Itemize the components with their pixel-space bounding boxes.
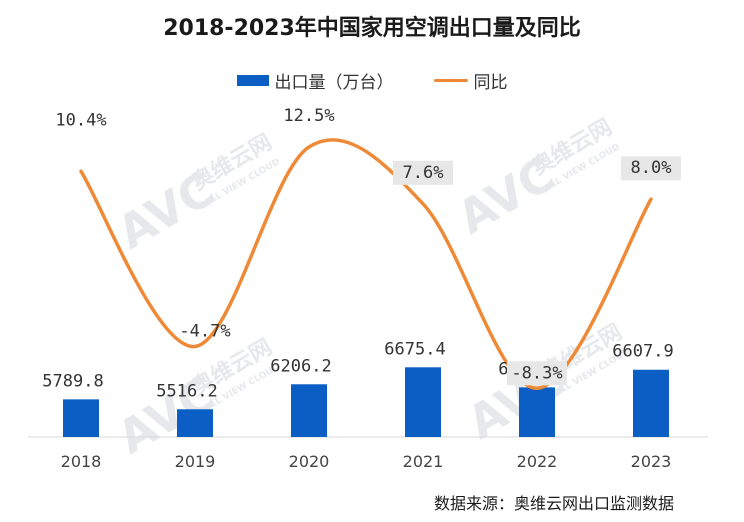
pct-label-2020: 12.5% bbox=[283, 106, 334, 126]
pct-label-2021: 7.6% bbox=[403, 163, 444, 183]
legend-item-export: 出口量（万台） bbox=[236, 68, 394, 93]
legend-item-yoy: 同比 bbox=[433, 68, 508, 93]
pct-label-2018: 10.4% bbox=[55, 110, 106, 130]
legend-swatch-bar bbox=[236, 75, 269, 86]
bar-label-2021: 6675.4 bbox=[384, 339, 445, 359]
bar-label-2018: 5789.8 bbox=[42, 371, 103, 391]
x-tick-2018: 2018 bbox=[61, 452, 102, 471]
bar-2018 bbox=[63, 399, 99, 437]
pct-label-box-2021 bbox=[393, 160, 453, 185]
bar-label-2023: 6607.9 bbox=[612, 342, 673, 362]
legend-label-yoy: 同比 bbox=[473, 73, 508, 93]
bar-label-2019: 5516.2 bbox=[156, 381, 217, 401]
legend: 出口量（万台） 同比 bbox=[0, 68, 744, 93]
legend-label-export: 出口量（万台） bbox=[274, 73, 394, 93]
bar-2022 bbox=[519, 387, 555, 437]
pct-label-box-2022 bbox=[507, 361, 567, 386]
source-note: 数据来源：奥维云网出口监测数据 bbox=[433, 494, 674, 513]
x-tick-2021: 2021 bbox=[403, 452, 444, 471]
bar-2023 bbox=[633, 369, 669, 437]
x-tick-2020: 2020 bbox=[289, 452, 330, 471]
legend-swatch-line bbox=[433, 79, 468, 82]
x-tick-2023: 2023 bbox=[631, 452, 672, 471]
pct-label-2019: -4.7% bbox=[179, 322, 230, 342]
bar-2020 bbox=[291, 384, 327, 437]
pct-label-2022: -8.3% bbox=[511, 363, 562, 383]
x-tick-2022: 2022 bbox=[517, 452, 558, 471]
pct-label-2023: 8.0% bbox=[631, 158, 672, 178]
x-tick-2019: 2019 bbox=[175, 452, 216, 471]
chart-title: 2018-2023年中国家用空调出口量及同比 bbox=[163, 16, 581, 41]
pct-label-box-2023 bbox=[621, 156, 681, 181]
bar-2021 bbox=[405, 367, 441, 437]
bar-label-2020: 6206.2 bbox=[270, 356, 331, 376]
bar-2019 bbox=[177, 409, 213, 437]
